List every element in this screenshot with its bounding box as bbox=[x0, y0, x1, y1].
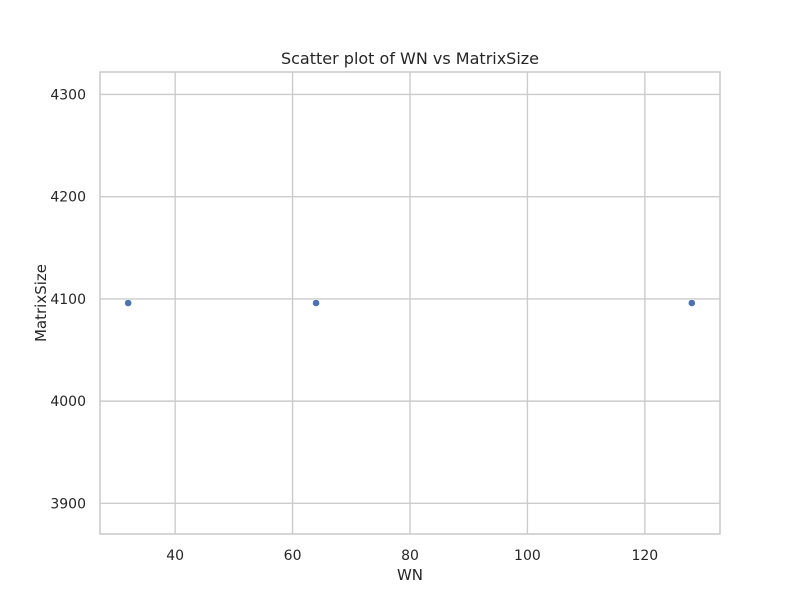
plot-frame bbox=[99, 71, 721, 535]
x-tick-label: 60 bbox=[284, 548, 302, 564]
scatter-point bbox=[687, 299, 696, 307]
scatter-point bbox=[312, 299, 320, 307]
x-tick-label: 40 bbox=[166, 548, 184, 564]
y-axis-title: MatrixSize bbox=[32, 264, 50, 342]
y-tick-label: 3900 bbox=[50, 496, 86, 512]
ticks-layer: 40 60 80 100 120 3900 4000 4100 4200 4300 bbox=[50, 87, 658, 564]
chart-title: Scatter plot of WN vs MatrixSize bbox=[281, 49, 539, 68]
x-tick-label: 80 bbox=[401, 548, 419, 564]
scatter-point bbox=[124, 299, 133, 307]
y-tick-label: 4300 bbox=[50, 87, 86, 103]
x-axis-title: WN bbox=[397, 566, 423, 584]
y-tick-label: 4100 bbox=[50, 292, 86, 308]
grid-layer bbox=[100, 72, 720, 534]
points-layer bbox=[124, 299, 696, 307]
x-tick-label: 120 bbox=[631, 548, 658, 564]
y-tick-label: 4200 bbox=[50, 190, 86, 206]
x-tick-label: 100 bbox=[514, 548, 541, 564]
y-tick-label: 4000 bbox=[50, 394, 86, 410]
